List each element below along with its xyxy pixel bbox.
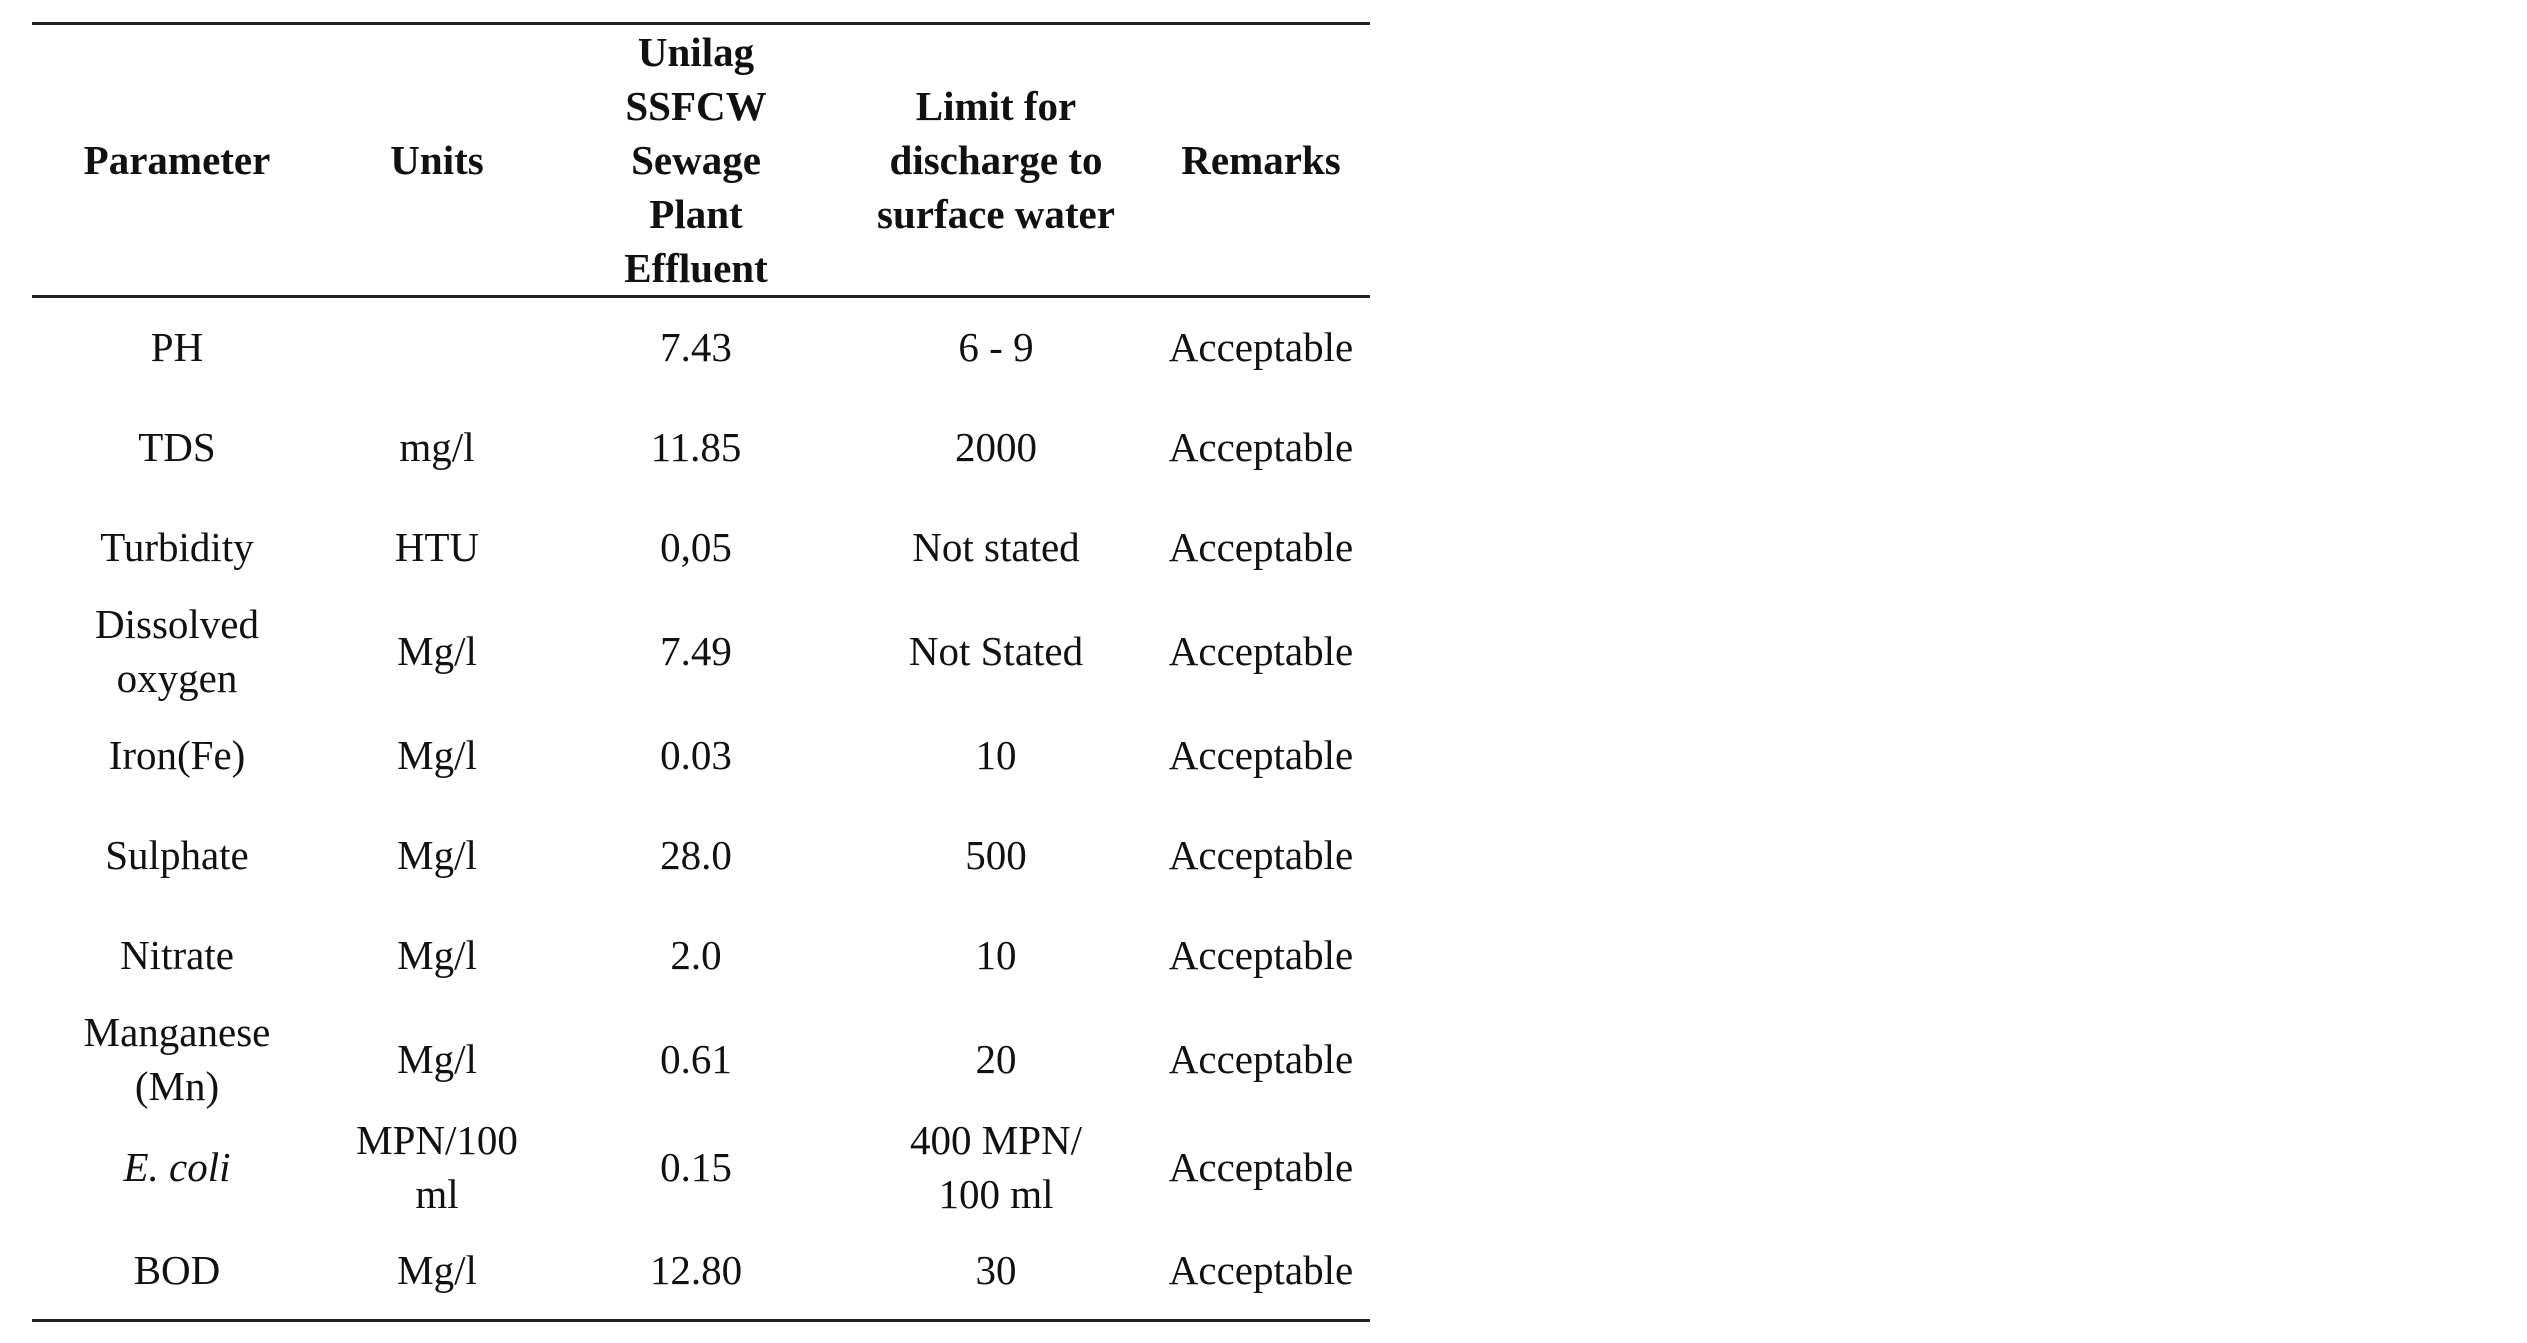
- table-row: PH 7.43 6 - 9 Acceptable: [32, 297, 1370, 397]
- table-row: Nitrate Mg/l 2.0 10 Acceptable: [32, 905, 1370, 1005]
- cell-limit: 500: [965, 831, 1027, 878]
- cell-units: Mg/l: [397, 931, 477, 978]
- cell-remarks: Acceptable: [1168, 523, 1354, 570]
- header-remarks: Remarks: [1181, 137, 1341, 183]
- cell-remarks: Acceptable: [1168, 324, 1354, 371]
- cell-remarks: Acceptable: [1168, 931, 1354, 978]
- table-row: Turbidity HTU 0,05 Not stated Acceptable: [32, 497, 1370, 597]
- table-row: Sulphate Mg/l 28.0 500 Acceptable: [32, 805, 1370, 905]
- cell-effluent: 7.49: [660, 627, 732, 674]
- cell-effluent: 0.61: [660, 1035, 732, 1082]
- cell-units: Mg/l: [397, 731, 477, 778]
- cell-units: Mg/l: [397, 627, 477, 674]
- cell-remarks: Acceptable: [1168, 1143, 1354, 1190]
- effluent-quality-table: Parameter Units Unilag SSFCW Sewage Plan…: [32, 22, 1370, 1322]
- cell-units: Mg/l: [397, 1246, 477, 1293]
- cell-parameter: TDS: [138, 423, 216, 470]
- cell-units: MPN/100 ml: [356, 1116, 518, 1217]
- table-row: E. coli MPN/100 ml 0.15 400 MPN/ 100 ml …: [32, 1113, 1370, 1221]
- cell-effluent: 28.0: [660, 831, 732, 878]
- cell-effluent: 7.43: [660, 324, 732, 371]
- cell-effluent: 0,05: [660, 523, 732, 570]
- header-row: Parameter Units Unilag SSFCW Sewage Plan…: [32, 23, 1370, 297]
- cell-limit: 20: [975, 1035, 1017, 1082]
- table-row: TDS mg/l 11.85 2000 Acceptable: [32, 397, 1370, 497]
- cell-parameter: Dissolved oxygen: [95, 600, 259, 701]
- cell-parameter: Turbidity: [100, 523, 254, 570]
- header-units: Units: [390, 137, 484, 183]
- cell-effluent: 12.80: [649, 1246, 743, 1293]
- cell-effluent: 0.03: [660, 731, 732, 778]
- cell-parameter: E. coli: [123, 1143, 231, 1190]
- cell-parameter: Manganese (Mn): [83, 1008, 271, 1109]
- cell-limit: Not Stated: [908, 627, 1084, 674]
- header-parameter: Parameter: [83, 137, 271, 183]
- table-header: Parameter Units Unilag SSFCW Sewage Plan…: [32, 23, 1370, 297]
- cell-limit: 400 MPN/ 100 ml: [909, 1116, 1082, 1217]
- table-row: Dissolved oxygen Mg/l 7.49 Not Stated Ac…: [32, 597, 1370, 705]
- table-row: Iron(Fe) Mg/l 0.03 10 Acceptable: [32, 705, 1370, 805]
- cell-remarks: Acceptable: [1168, 831, 1354, 878]
- cell-parameter: Sulphate: [105, 831, 249, 878]
- cell-units: Mg/l: [397, 1035, 477, 1082]
- cell-limit: 6 - 9: [958, 324, 1034, 371]
- table-body: PH 7.43 6 - 9 Acceptable TDS mg/l 11.85 …: [32, 297, 1370, 1321]
- cell-parameter: BOD: [133, 1246, 221, 1293]
- cell-limit: 2000: [955, 423, 1037, 470]
- table-row: Manganese (Mn) Mg/l 0.61 20 Acceptable: [32, 1005, 1370, 1113]
- header-discharge-limit: Limit for discharge to surface water: [877, 83, 1115, 237]
- cell-limit: Not stated: [912, 523, 1080, 570]
- cell-units: Mg/l: [397, 831, 477, 878]
- effluent-quality-table-container: Parameter Units Unilag SSFCW Sewage Plan…: [32, 22, 1370, 1322]
- cell-effluent: 11.85: [650, 423, 742, 470]
- cell-remarks: Acceptable: [1168, 1246, 1354, 1293]
- cell-effluent: 0.15: [660, 1143, 732, 1190]
- cell-limit: 10: [975, 731, 1017, 778]
- cell-remarks: Acceptable: [1168, 731, 1354, 778]
- cell-remarks: Acceptable: [1168, 1035, 1354, 1082]
- cell-remarks: Acceptable: [1168, 423, 1354, 470]
- cell-units: mg/l: [399, 423, 475, 470]
- table-row: BOD Mg/l 12.80 30 Acceptable: [32, 1221, 1370, 1321]
- cell-remarks: Acceptable: [1168, 627, 1354, 674]
- cell-units: HTU: [394, 523, 480, 570]
- cell-parameter: PH: [150, 324, 204, 371]
- header-effluent: Unilag SSFCW Sewage Plant Effluent: [624, 29, 768, 291]
- cell-limit: 30: [975, 1246, 1017, 1293]
- cell-effluent: 2.0: [670, 931, 722, 978]
- cell-parameter: Iron(Fe): [108, 731, 246, 778]
- cell-limit: 10: [975, 931, 1017, 978]
- cell-parameter: Nitrate: [120, 931, 234, 978]
- cell-units: [322, 297, 552, 397]
